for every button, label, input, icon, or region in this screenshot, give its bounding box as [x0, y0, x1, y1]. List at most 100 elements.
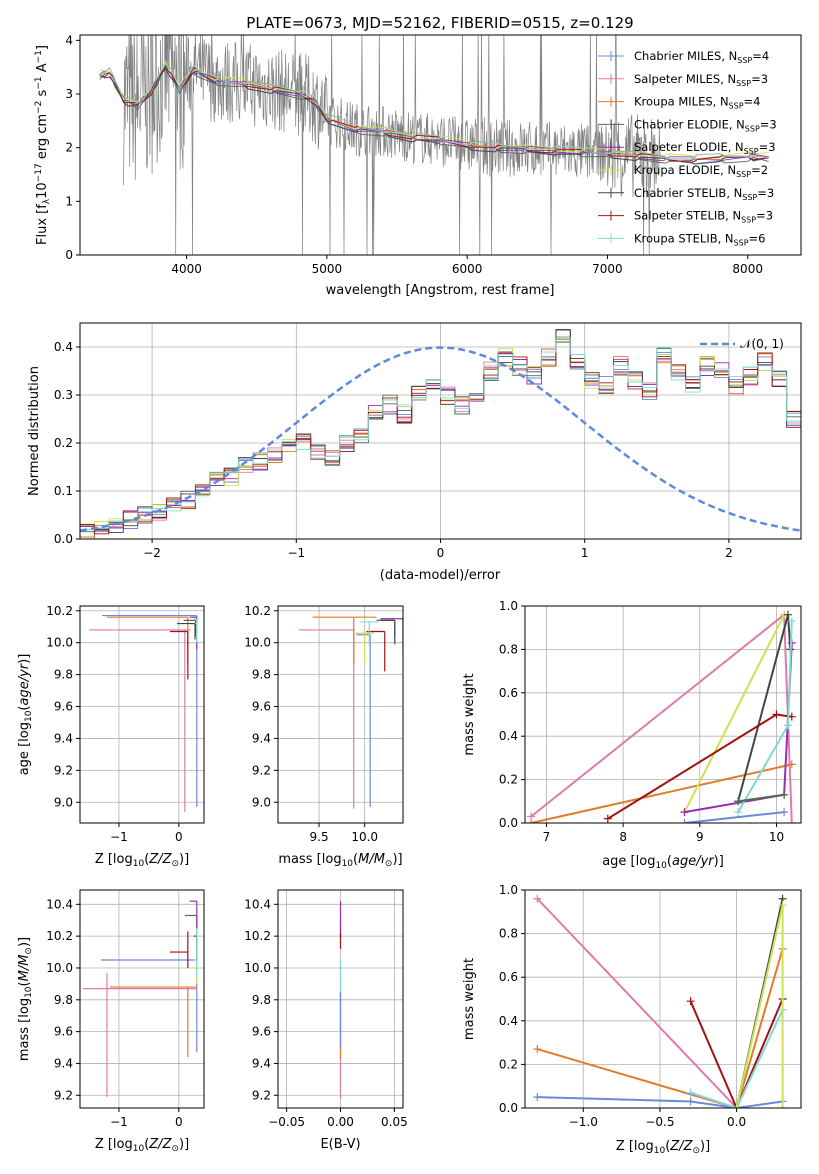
x-axis-label: Z [log10(Z/Z⊙)] [616, 1139, 710, 1156]
y-tick-label: 0.4 [499, 1014, 518, 1028]
legend-label: Salpeter STELIB, NSSP=3 [634, 209, 773, 225]
axes-mass_vs_Z: −1 0 9.2 9.4 9.6 9.8 10.0 10.2 10.4 [46, 889, 205, 1129]
axes-age_vs_Z: −1 0 9.0 9.2 9.4 9.6 9.8 10.0 10.2 [46, 604, 205, 844]
weight-marker [533, 1045, 542, 1054]
weight-marker [533, 894, 542, 903]
weight-line [683, 614, 785, 813]
y-tick-label: 0.0 [54, 532, 73, 546]
axes-frame [79, 889, 205, 1109]
axes-weight_vs_Z: −1.0 −0.5 0.0 0.0 0.2 0.4 0.6 0.8 1.0 [499, 883, 802, 1129]
y-tick-label: 1.0 [499, 883, 518, 897]
normal-curve [80, 346, 801, 532]
plot-area-weight_vs_Z [533, 894, 787, 1108]
x-axis-label: E(B-V) [320, 1137, 360, 1152]
y-tick-label: 9.8 [252, 993, 271, 1007]
weight-marker [780, 790, 789, 799]
y-tick-label: 10.0 [244, 636, 271, 650]
model-line [99, 67, 769, 165]
weight-marker [686, 1097, 695, 1106]
weight-marker [778, 901, 787, 910]
x-axis-label: mass [log10(M/M⊙)] [278, 852, 402, 869]
histogram-step [80, 336, 801, 539]
x-tick-label: 8000 [732, 262, 763, 276]
y-tick-label: 0 [65, 248, 73, 262]
y-tick-label: 9.2 [252, 763, 271, 777]
y-tick-label: 0.4 [54, 340, 73, 354]
x-tick-label: 9.5 [310, 830, 329, 844]
y-tick-label: 9.2 [54, 763, 73, 777]
x-tick-label: 0 [437, 546, 445, 560]
x-tick-label: −1.0 [569, 1115, 598, 1129]
axes-spectrum: 4000 5000 6000 7000 8000 0 1 2 3 4 [65, 33, 802, 276]
y-tick-label: 9.4 [252, 731, 271, 745]
y-tick-label: 10.4 [46, 897, 73, 911]
y-tick-label: 9.8 [54, 993, 73, 1007]
weight-marker [787, 760, 796, 769]
histogram-step [80, 338, 801, 530]
x-axis-label: Z [log10(Z/Z⊙)] [95, 1137, 189, 1154]
weight-marker [783, 721, 792, 730]
plot-area-spectrum [99, 35, 769, 255]
x-axis-label: (data-model)/error [380, 568, 501, 583]
weight-line [737, 614, 792, 802]
y-axis-label: Flux [fλ10−17 erg cm−2 s−1 A−1] [34, 45, 52, 245]
x-tick-label: −0.05 [268, 1115, 305, 1129]
y-tick-label: 9.8 [252, 668, 271, 682]
axes-frame [79, 322, 802, 540]
y-axis-label: mass [log10(M/M⊙)] [17, 937, 34, 1061]
y-tick-label: 9.2 [54, 1088, 73, 1102]
plot-area-age_vs_mass [298, 616, 403, 809]
weight-line [530, 612, 793, 823]
y-tick-label: 9.0 [252, 795, 271, 809]
y-tick-label: 10.2 [46, 929, 73, 943]
y-tick-label: 0.2 [499, 773, 518, 787]
y-tick-label: 3 [65, 87, 73, 101]
y-tick-label: 10.2 [244, 929, 271, 943]
chart-title: PLATE=0673, MJD=52162, FIBERID=0515, z=0… [246, 14, 633, 32]
y-tick-label: 9.6 [54, 700, 73, 714]
weight-marker [780, 808, 789, 817]
legend-label: Chabrier ELODIE, NSSP=3 [634, 117, 777, 133]
axes-age_vs_mass: 9.5 10.0 9.0 9.2 9.4 9.6 9.8 10.0 10.2 [244, 604, 404, 844]
histogram-step [80, 328, 801, 532]
weight-line [537, 1096, 783, 1108]
y-tick-label: 9.4 [54, 731, 73, 745]
x-tick-label: 10 [769, 830, 784, 844]
y-tick-label: 9.0 [54, 795, 73, 809]
plot-area-residuals [80, 328, 801, 539]
legend-label: Kroupa ELODIE, NSSP=2 [634, 163, 768, 179]
x-tick-label: −2 [143, 546, 161, 560]
y-tick-label: 9.6 [252, 1025, 271, 1039]
y-axis-label: age [log10(age/yr)] [17, 654, 34, 776]
x-tick-label: 0.00 [327, 1115, 354, 1129]
y-tick-label: 0.8 [499, 642, 518, 656]
plot-area-weight_vs_age [527, 610, 796, 823]
y-tick-label: 1 [65, 194, 73, 208]
x-tick-label: 7000 [592, 262, 623, 276]
axes-frame [79, 34, 802, 256]
y-tick-label: 4 [65, 33, 73, 47]
y-tick-label: 0.1 [54, 484, 73, 498]
y-tick-label: 0.2 [54, 436, 73, 450]
histogram-step [80, 329, 801, 534]
y-tick-label: 10.4 [244, 897, 271, 911]
weight-marker [533, 1093, 542, 1102]
weight-marker [778, 1104, 787, 1108]
legend-label: Salpeter MILES, NSSP=3 [634, 72, 768, 88]
histogram-step [80, 336, 801, 525]
weight-marker [772, 710, 781, 719]
y-tick-label: 9.4 [252, 1056, 271, 1070]
y-axis-label: Normed distribution [27, 366, 42, 496]
y-tick-label: 1.0 [499, 599, 518, 613]
x-tick-label: 2 [725, 546, 733, 560]
weight-marker [734, 797, 743, 806]
y-tick-label: 9.6 [54, 1025, 73, 1039]
legend-label: Chabrier MILES, NSSP=4 [634, 49, 769, 65]
x-tick-label: 1 [581, 546, 589, 560]
axes-weight_vs_age: 7 8 9 10 0.0 0.2 0.4 0.6 0.8 1.0 [499, 599, 802, 844]
x-tick-label: 0.0 [727, 1115, 746, 1129]
x-tick-label: 0 [175, 1115, 183, 1129]
plot-area-age_vs_Z [88, 614, 198, 812]
y-tick-label: 10.0 [244, 961, 271, 975]
